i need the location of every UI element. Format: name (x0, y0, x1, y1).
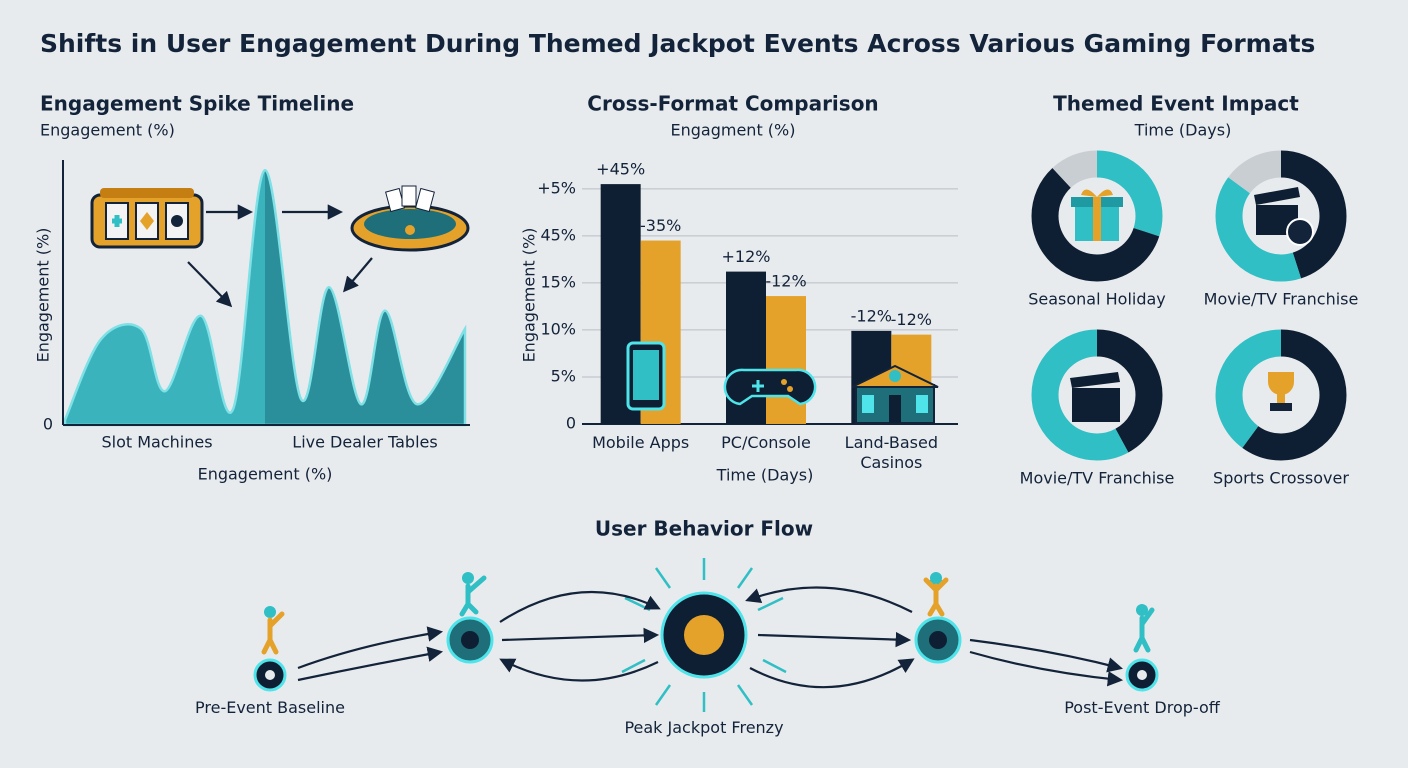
flow-node-label: Post-Event Drop-off (1064, 698, 1220, 717)
y-tick-label: 45% (540, 225, 576, 244)
y-tick-label: 0 (43, 415, 53, 434)
area-layer: 0 Slot Machines Live Dealer Tables (43, 168, 467, 452)
area (63, 168, 467, 427)
slot-machine-icon (90, 188, 204, 249)
donut-segment (1215, 150, 1347, 282)
value-label: -35% (640, 216, 681, 235)
donut-icons (1070, 187, 1314, 422)
y-axis-label: Engagement (%) (520, 228, 539, 363)
x-tick-label: Mobile Apps (592, 433, 690, 452)
y-tick-label: 5% (551, 366, 576, 385)
chart-subtitle: Engagment (%) (671, 121, 796, 140)
donut-segment (1215, 150, 1347, 282)
donut-label: Movie/TV Franchise (1204, 290, 1359, 309)
flow-title: User Behavior Flow (595, 517, 813, 541)
x-axis-label: Time (Days) (716, 466, 814, 485)
x-tick-label: Land-Based Casinos (844, 433, 938, 472)
chart-title: Cross-Format Comparison (587, 92, 878, 116)
donut-segment (1031, 150, 1163, 282)
donut-label: Movie/TV Franchise (1020, 469, 1175, 488)
donut-segment (1031, 150, 1163, 282)
x-tick-label: Live Dealer Tables (292, 433, 437, 452)
value-label: -12% (765, 272, 806, 291)
y-tick-label: 0 (566, 414, 576, 433)
donut-label: Sports Crossover (1213, 469, 1349, 488)
y-tick-label: +5% (537, 178, 576, 197)
donut-segment (1215, 329, 1347, 461)
y-tick-label: 10% (540, 319, 576, 338)
flow-node-label: Pre-Event Baseline (195, 698, 345, 717)
chart-title: Engagement Spike Timeline (40, 92, 354, 116)
flow-diagram (253, 558, 1159, 712)
poker-table-icon (350, 185, 470, 252)
y-tick-label: 15% (540, 272, 576, 291)
bar-icons (626, 341, 939, 424)
y-axis-label: Engagement (%) (34, 228, 53, 363)
x-tick-label: PC/Console (721, 433, 811, 452)
main-title: Shifts in User Engagement During Themed … (40, 29, 1315, 58)
x-tick-label: Slot Machines (101, 433, 212, 452)
value-label: +45% (596, 160, 645, 179)
chart-subtitle: Time (Days) (1134, 121, 1232, 140)
donut-segment (1031, 329, 1163, 461)
chart-subtitle: Engagement (%) (40, 121, 175, 140)
donut-label: Seasonal Holiday (1028, 290, 1166, 309)
bar-layer: 05%10%15%45%+5%+45%-35%+12%-12%-12%-12% (537, 160, 958, 433)
value-label: -12% (891, 310, 932, 329)
flow-node-label: Peak Jackpot Frenzy (624, 718, 784, 737)
value-label: -12% (851, 306, 892, 325)
x-axis-label: Engagement (%) (198, 465, 333, 484)
donut-layer: Seasonal Holiday Movie/TV Franchise Movie/… (1020, 150, 1359, 488)
value-label: +12% (722, 247, 771, 266)
chart-title: Themed Event Impact (1053, 92, 1299, 116)
